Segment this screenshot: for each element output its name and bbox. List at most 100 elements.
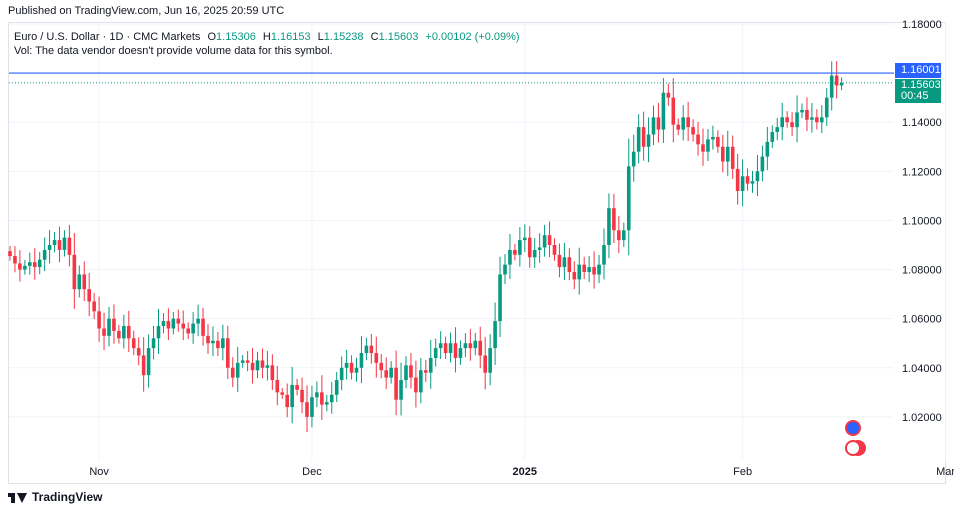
candle-body[interactable] — [666, 92, 671, 98]
candle-body[interactable] — [636, 127, 641, 152]
candle-body[interactable] — [290, 384, 294, 408]
candle-body[interactable] — [468, 343, 473, 349]
candle-body[interactable] — [325, 402, 329, 405]
candle-body[interactable] — [166, 321, 171, 329]
candle-body[interactable] — [438, 343, 443, 349]
candle-body[interactable] — [750, 181, 755, 184]
candle-body[interactable] — [527, 237, 532, 258]
candle-body[interactable] — [18, 263, 22, 270]
candle-body[interactable] — [597, 264, 601, 275]
candle-body[interactable] — [300, 389, 304, 403]
candle-body[interactable] — [641, 127, 646, 147]
candle-body[interactable] — [740, 176, 745, 191]
candle-body[interactable] — [404, 365, 408, 381]
candle-body[interactable] — [473, 340, 478, 349]
candle-body[interactable] — [706, 139, 710, 152]
candle-body[interactable] — [745, 176, 750, 184]
candle-body[interactable] — [57, 240, 62, 250]
candle-body[interactable] — [221, 338, 225, 349]
candle-body[interactable] — [824, 97, 829, 118]
candle-body[interactable] — [582, 264, 586, 273]
candle-body[interactable] — [305, 402, 309, 417]
candle-body[interactable] — [513, 249, 517, 255]
candle-body[interactable] — [542, 235, 547, 248]
candle-body[interactable] — [651, 117, 656, 135]
candle-body[interactable] — [107, 318, 111, 336]
candle-body[interactable] — [646, 134, 651, 147]
candle-body[interactable] — [815, 117, 819, 123]
candle-body[interactable] — [810, 117, 814, 120]
candle-body[interactable] — [547, 235, 552, 245]
candle-body[interactable] — [671, 97, 676, 125]
candle-body[interactable] — [141, 355, 146, 376]
candle-body[interactable] — [37, 259, 42, 268]
candle-body[interactable] — [62, 237, 67, 250]
candle-body[interactable] — [285, 394, 289, 408]
candle-body[interactable] — [587, 267, 591, 273]
candle-body[interactable] — [211, 340, 215, 344]
candle-body[interactable] — [785, 117, 789, 123]
candle-body[interactable] — [245, 360, 250, 363]
candle-body[interactable] — [523, 237, 527, 241]
candle-body[interactable] — [384, 370, 388, 378]
candle-body[interactable] — [676, 124, 681, 130]
candle-body[interactable] — [503, 264, 507, 275]
candle-body[interactable] — [661, 92, 666, 130]
candle-body[interactable] — [458, 348, 463, 358]
candle-body[interactable] — [631, 151, 636, 167]
candle-body[interactable] — [829, 75, 834, 98]
candle-body[interactable] — [735, 168, 740, 191]
footer-brand[interactable]: TradingView — [8, 490, 102, 504]
candle-body[interactable] — [626, 166, 631, 231]
candle-body[interactable] — [151, 338, 156, 349]
candle-body[interactable] — [320, 392, 324, 405]
eu-flag-icon[interactable] — [847, 422, 859, 434]
candle-body[interactable] — [265, 365, 270, 368]
candle-body[interactable] — [567, 257, 572, 273]
candle-body[interactable] — [414, 377, 418, 393]
candle-body[interactable] — [8, 251, 12, 257]
candle-body[interactable] — [310, 397, 314, 417]
candle-body[interactable] — [602, 245, 606, 265]
candle-body[interactable] — [448, 343, 453, 354]
candle-body[interactable] — [226, 338, 230, 368]
candle-body[interactable] — [394, 367, 398, 400]
candle-body[interactable] — [453, 343, 458, 358]
candle-body[interactable] — [775, 127, 780, 133]
candle-body[interactable] — [839, 82, 844, 86]
candle-body[interactable] — [67, 237, 72, 255]
candle-body[interactable] — [755, 171, 760, 182]
candle-body[interactable] — [478, 340, 483, 356]
candle-body[interactable] — [176, 318, 181, 324]
candle-body[interactable] — [87, 289, 91, 302]
candle-body[interactable] — [374, 353, 379, 363]
candle-body[interactable] — [359, 353, 364, 368]
us-flag-icon[interactable] — [847, 442, 859, 454]
candle-body[interactable] — [592, 267, 596, 275]
candle-body[interactable] — [369, 345, 374, 354]
candle-body[interactable] — [77, 274, 82, 290]
candle-body[interactable] — [463, 343, 468, 349]
candle-body[interactable] — [686, 117, 690, 128]
candle-body[interactable] — [146, 348, 151, 376]
candle-body[interactable] — [770, 132, 775, 142]
candle-body[interactable] — [622, 230, 626, 241]
candle-body[interactable] — [483, 355, 487, 373]
candle-body[interactable] — [681, 117, 685, 130]
candle-body[interactable] — [795, 112, 799, 128]
candle-body[interactable] — [716, 136, 720, 147]
candle-body[interactable] — [488, 348, 492, 373]
candle-body[interactable] — [122, 326, 126, 339]
candle-body[interactable] — [32, 262, 37, 268]
candle-body[interactable] — [364, 345, 369, 354]
candle-body[interactable] — [181, 323, 186, 329]
candle-body[interactable] — [275, 380, 280, 393]
candle-body[interactable] — [428, 357, 433, 373]
candle-body[interactable] — [127, 326, 131, 339]
candle-body[interactable] — [562, 257, 567, 268]
candle-body[interactable] — [191, 323, 195, 334]
candle-body[interactable] — [102, 328, 106, 336]
candle-body[interactable] — [97, 311, 101, 329]
candle-body[interactable] — [280, 392, 285, 395]
